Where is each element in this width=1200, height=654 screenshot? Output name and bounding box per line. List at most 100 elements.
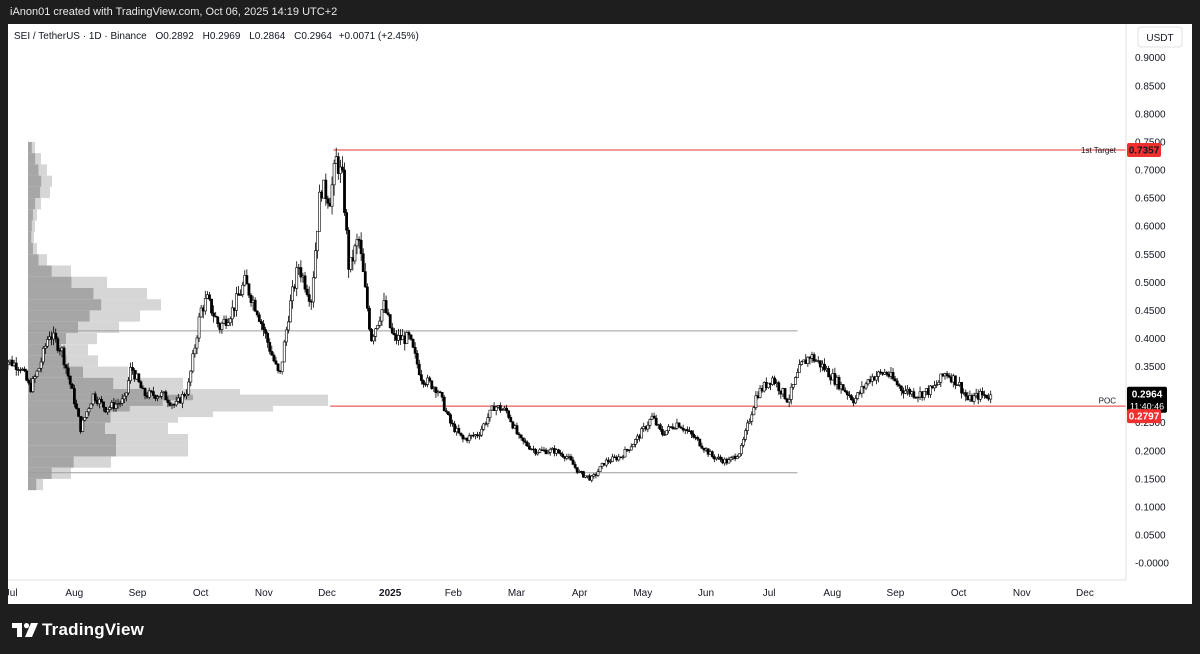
candle-body	[228, 318, 232, 324]
candle-body	[41, 347, 45, 363]
time-axis[interactable]: Jul Aug Sep Oct Nov Dec 2025 Feb Mar Apr May Jun Jul…	[8, 588, 1094, 599]
candle	[35, 370, 39, 378]
candle	[457, 424, 461, 434]
candle-body	[203, 298, 207, 312]
candle	[216, 315, 220, 328]
candle	[582, 470, 585, 478]
price-chart[interactable]: 0.9000 0.8500 0.8000 0.7500 0.7000 0.6500 0.60…	[8, 24, 1192, 604]
candle-body	[848, 394, 851, 397]
candle	[18, 367, 22, 374]
candle	[83, 417, 87, 422]
candle	[174, 396, 178, 407]
candle-body	[449, 414, 452, 424]
candle-body	[226, 322, 230, 326]
candle	[789, 383, 793, 405]
chart-frame[interactable]: 0.9000 0.8500 0.8000 0.7500 0.7000 0.6500 0.60…	[8, 24, 1192, 604]
tradingview-logo[interactable]: TradingView	[12, 620, 144, 640]
candle-body	[698, 438, 702, 447]
candle	[226, 317, 230, 327]
candle-body	[665, 430, 668, 436]
candle-body	[413, 347, 417, 354]
candle-body	[633, 439, 637, 445]
currency-button[interactable]: USDT	[1137, 26, 1183, 48]
candle	[33, 374, 37, 384]
candle	[185, 389, 189, 400]
volume-profile-bar-core	[28, 433, 116, 446]
candle-body	[933, 385, 936, 389]
candle	[118, 400, 122, 408]
candle	[164, 389, 168, 401]
candle-body	[330, 184, 334, 207]
price-axis[interactable]: 0.9000 0.8500 0.8000 0.7500 0.7000 0.6500 0.60…	[1135, 53, 1169, 569]
candle	[386, 308, 390, 317]
candle	[376, 324, 380, 330]
candle	[274, 356, 278, 366]
candle-body	[129, 367, 132, 381]
svg-text:SEI / TetherUS · 1D · Binance: SEI / TetherUS · 1D · Binance O0.2892 H0…	[14, 31, 419, 42]
candle	[447, 411, 450, 416]
candle	[860, 381, 864, 398]
candle-body	[505, 407, 508, 412]
candle-body	[245, 275, 249, 285]
x-tick-label: Jul	[763, 588, 776, 599]
candle	[247, 282, 251, 299]
candle	[488, 409, 492, 422]
candle	[604, 457, 608, 468]
candle-body	[75, 403, 78, 409]
candle	[417, 359, 421, 376]
candle-body	[363, 271, 367, 288]
candle-body	[985, 394, 988, 399]
candle	[879, 369, 882, 375]
candle	[478, 431, 481, 440]
candle	[405, 330, 409, 344]
candle	[692, 430, 695, 439]
candle	[766, 382, 770, 389]
candle-body	[83, 417, 87, 421]
candle-body	[609, 461, 612, 463]
candle	[25, 368, 29, 382]
candle	[841, 384, 845, 391]
y-tick-label: 0.6500	[1135, 194, 1166, 205]
candle-body	[272, 354, 276, 362]
candle	[461, 433, 465, 443]
candle-body	[654, 417, 658, 426]
candle	[166, 396, 170, 408]
candle-body	[748, 421, 752, 424]
candle	[197, 312, 201, 343]
candle-body	[289, 300, 292, 323]
candle-body	[447, 411, 450, 415]
candle	[623, 446, 627, 458]
candle-body	[81, 419, 85, 432]
candle-body	[442, 396, 446, 412]
candle	[291, 280, 294, 309]
candle	[318, 184, 321, 232]
candle-body	[70, 383, 74, 389]
candle	[430, 380, 434, 390]
candle-body	[679, 426, 683, 429]
candle-body	[326, 198, 330, 204]
candle	[727, 456, 731, 464]
candle-body	[274, 360, 278, 365]
candle-body	[528, 445, 531, 450]
candle	[864, 381, 868, 391]
candle-body	[548, 449, 552, 453]
candle	[143, 387, 147, 400]
candle	[75, 399, 78, 410]
candle	[114, 399, 118, 412]
candle	[521, 437, 525, 445]
candle	[685, 426, 689, 434]
poc-price-badge	[1127, 409, 1161, 424]
candle-body	[62, 347, 66, 365]
y-tick-label: 0.9000	[1135, 53, 1166, 64]
candle-body	[181, 394, 184, 404]
candle-body	[989, 394, 993, 400]
candle	[696, 435, 700, 442]
candle	[208, 291, 211, 302]
candle	[311, 271, 315, 308]
volume-profile-bar-core	[28, 467, 52, 479]
x-tick-label: Oct	[193, 588, 209, 599]
candle-body	[347, 229, 351, 270]
candle	[818, 360, 822, 373]
candle	[528, 442, 531, 450]
candle	[573, 461, 577, 470]
